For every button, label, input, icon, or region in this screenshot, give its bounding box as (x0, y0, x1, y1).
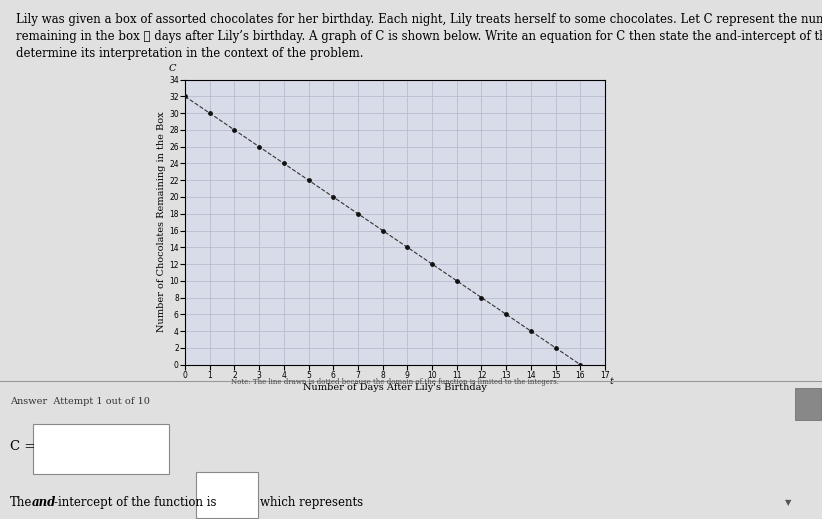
Point (524, 327, 538, 335)
X-axis label: Number of Days After Lily's Birthday: Number of Days After Lily's Birthday (303, 383, 487, 392)
Text: which represents: which represents (260, 496, 363, 509)
Point (574, 361, 587, 369)
FancyBboxPatch shape (33, 424, 169, 474)
Point (326, 193, 339, 201)
Text: C: C (169, 64, 177, 73)
Y-axis label: Number of Chocolates Remaining in the Box: Number of Chocolates Remaining in the Bo… (157, 112, 166, 333)
Text: Lily was given a box of assorted chocolates for her birthday. Each night, Lily t: Lily was given a box of assorted chocola… (16, 13, 822, 60)
Point (376, 226, 390, 235)
Text: and: and (32, 496, 57, 509)
Text: Note: The line drawn is dotted because the domain of the function is limited to : Note: The line drawn is dotted because t… (231, 378, 559, 386)
Point (426, 260, 439, 268)
Point (401, 243, 414, 251)
Text: C =: C = (10, 440, 35, 453)
Point (450, 277, 464, 285)
Point (500, 310, 513, 319)
Point (228, 126, 241, 134)
FancyBboxPatch shape (196, 472, 258, 518)
Point (549, 344, 562, 352)
Point (178, 92, 192, 101)
Text: -intercept of the function is: -intercept of the function is (54, 496, 217, 509)
Point (302, 176, 315, 184)
FancyBboxPatch shape (795, 388, 821, 420)
Point (252, 143, 266, 151)
Text: t: t (610, 377, 614, 386)
Point (351, 210, 364, 218)
Point (203, 109, 216, 117)
Text: Answer  Attempt 1 out of 10: Answer Attempt 1 out of 10 (10, 397, 150, 406)
Text: ▼: ▼ (785, 498, 792, 507)
Point (277, 159, 290, 168)
Point (475, 293, 488, 302)
Text: The: The (10, 496, 32, 509)
